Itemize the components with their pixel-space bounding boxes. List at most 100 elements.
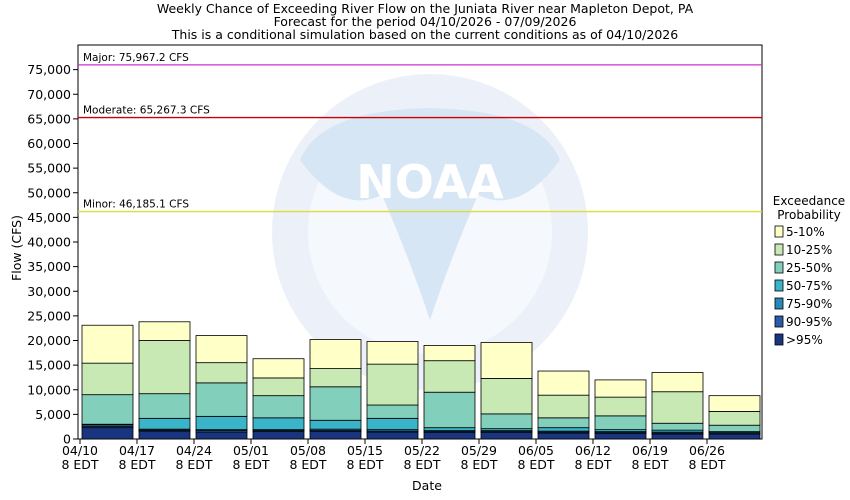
legend-swatch	[774, 297, 784, 310]
threshold-label: Major: 75,967.2 CFS	[83, 52, 189, 64]
bar-segment	[651, 422, 704, 431]
x-tick-label-date: 04/17	[119, 443, 155, 458]
legend-entry: 25-50%	[786, 261, 832, 275]
x-tick-label-time: 8 EDT	[175, 457, 212, 472]
y-tick-label: 5,000	[35, 407, 71, 422]
bar-segment	[708, 424, 761, 433]
bar-segment	[537, 394, 590, 419]
flood-thresholds: Major: 75,967.2 CFS Moderate: 65,267.3 CF…	[78, 52, 762, 213]
bar-segment	[651, 372, 704, 393]
y-tick-label: 75,000	[27, 62, 71, 77]
bar-segment	[594, 433, 647, 440]
x-tick-label-time: 8 EDT	[403, 457, 440, 472]
x-tick-label-date: 05/01	[233, 443, 269, 458]
y-tick-label: 15,000	[27, 358, 71, 373]
bar-segment	[81, 394, 134, 425]
bar-segment	[81, 362, 134, 396]
legend-swatch	[774, 315, 784, 328]
bar-segment	[366, 363, 419, 406]
bar-segment	[651, 391, 704, 424]
bar-segment	[423, 360, 476, 393]
legend-swatch	[774, 225, 784, 238]
legend-entry: >95%	[786, 333, 823, 347]
bar-segment	[252, 417, 305, 431]
bar-segment	[423, 432, 476, 440]
svg-text:NOAA: NOAA	[356, 155, 504, 209]
x-tick-label-time: 8 EDT	[688, 457, 725, 472]
bar-segment	[537, 417, 590, 429]
x-axis-label: Date	[412, 478, 442, 493]
bar-segment	[480, 378, 533, 415]
y-tick-label: 10,000	[27, 382, 71, 397]
legend-swatch	[774, 333, 784, 346]
bar-segment	[252, 377, 305, 397]
noaa-watermark-logo: NOAA	[272, 74, 588, 390]
y-tick-label: 30,000	[27, 284, 71, 299]
bar-segment	[138, 340, 191, 395]
legend-entry: 50-75%	[786, 279, 832, 293]
y-tick-label: 50,000	[27, 185, 71, 200]
x-tick-label-date: 06/05	[518, 443, 554, 458]
bar-segment	[81, 324, 134, 364]
bars	[81, 321, 761, 440]
x-tick-label-time: 8 EDT	[574, 457, 611, 472]
y-tick-label: 35,000	[27, 259, 71, 274]
y-tick-label: 55,000	[27, 161, 71, 176]
y-tick-label: 20,000	[27, 333, 71, 348]
bar-segment	[708, 411, 761, 426]
bar-segment	[195, 335, 248, 364]
legend-title: Exceedance	[773, 194, 845, 208]
legend-title: Probability	[777, 208, 840, 222]
bar-segment	[708, 395, 761, 412]
bar-segment	[594, 415, 647, 431]
y-axis-label: Flow (CFS)	[9, 215, 24, 281]
x-tick-label-time: 8 EDT	[118, 457, 155, 472]
bar-segment	[537, 370, 590, 396]
y-tick-label: 70,000	[27, 87, 71, 102]
x-tick-label-time: 8 EDT	[517, 457, 554, 472]
bar-segment	[594, 396, 647, 417]
legend-entry: 5-10%	[786, 225, 825, 239]
legend-swatch	[774, 261, 784, 274]
bar-segment	[366, 417, 419, 431]
legend-entry: 75-90%	[786, 297, 832, 311]
x-tick-label-time: 8 EDT	[346, 457, 383, 472]
x-tick-label-date: 06/19	[632, 443, 668, 458]
bar-segment	[138, 417, 191, 430]
legend-swatch	[774, 243, 784, 256]
threshold-label: Moderate: 65,267.3 CFS	[83, 105, 210, 117]
bar-segment	[480, 413, 533, 430]
x-tick-label-date: 04/24	[176, 443, 212, 458]
bar-segment	[366, 431, 419, 440]
legend-entry: 90-95%	[786, 315, 832, 329]
y-tick-label: 60,000	[27, 136, 71, 151]
chart-title: Weekly Chance of Exceeding River Flow on…	[157, 1, 694, 16]
bar-segment	[138, 393, 191, 419]
bar-segment	[423, 427, 476, 432]
y-tick-label: 65,000	[27, 111, 71, 126]
bar-segment	[252, 358, 305, 379]
bar-segment	[708, 433, 761, 440]
bar-segment	[252, 431, 305, 440]
x-tick-label-date: 05/08	[290, 443, 326, 458]
bar-segment	[537, 432, 590, 440]
y-tick-label: 25,000	[27, 308, 71, 323]
x-tick-label-date: 05/15	[347, 443, 383, 458]
x-tick-label-time: 8 EDT	[631, 457, 668, 472]
bar-segment	[138, 430, 191, 440]
bar-segment	[309, 368, 362, 388]
x-tick-label-time: 8 EDT	[289, 457, 326, 472]
bar-segment	[366, 341, 419, 365]
bar-segment	[138, 321, 191, 341]
bar-segment	[309, 386, 362, 421]
bar-segment	[423, 391, 476, 429]
bar-segment	[252, 395, 305, 419]
threshold-label: Minor: 46,185.1 CFS	[83, 199, 189, 211]
y-tick-label: 40,000	[27, 235, 71, 250]
y-axis: 0 5,000 10,000 15,000 20,000 25,000 30,000 35,0…	[27, 62, 78, 447]
legend-entry: 10-25%	[786, 243, 832, 257]
bar-segment	[537, 427, 590, 432]
